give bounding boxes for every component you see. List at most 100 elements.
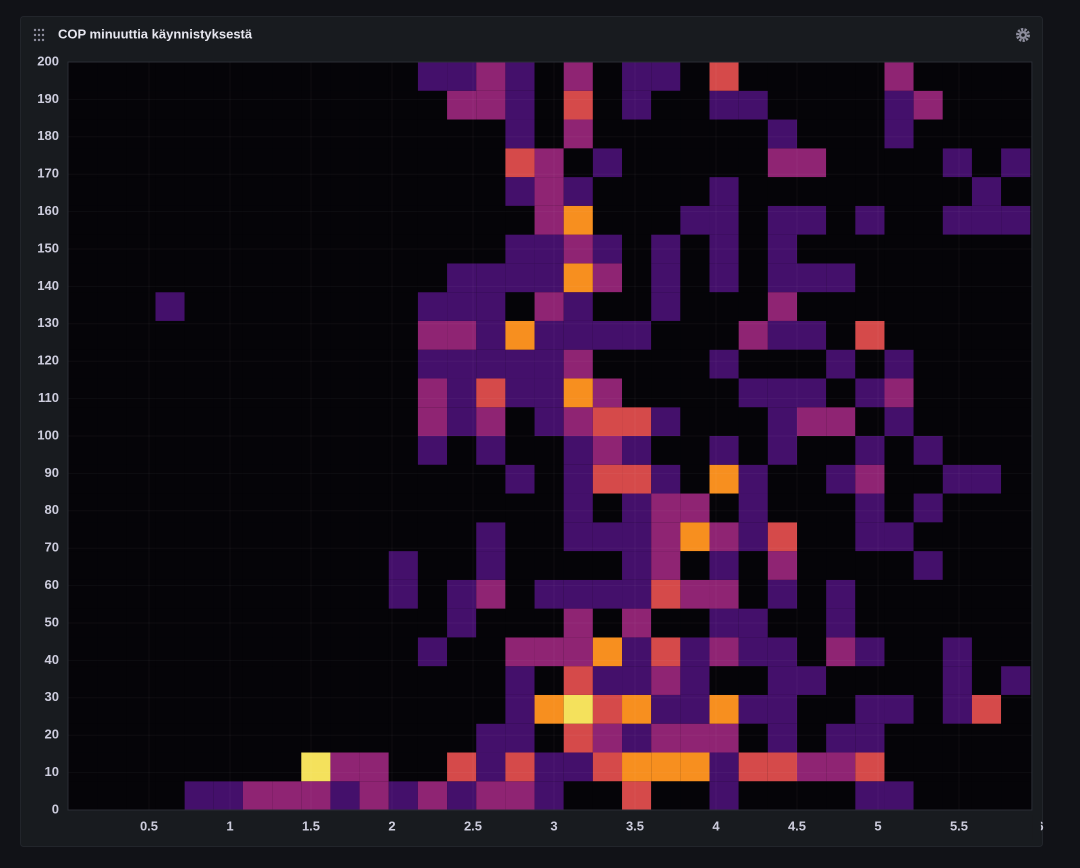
heatmap-cell	[330, 148, 360, 178]
heatmap-cell	[797, 637, 827, 667]
x-tick-label: 5	[874, 818, 881, 833]
heatmap-cell	[767, 608, 797, 638]
heatmap-cell	[622, 119, 652, 149]
heatmap-cell	[505, 62, 535, 91]
heatmap-cell	[534, 119, 564, 149]
heatmap-cell	[97, 320, 127, 350]
heatmap-cell	[738, 694, 768, 724]
heatmap-cell	[942, 522, 972, 552]
heatmap-cell	[738, 464, 768, 494]
heatmap-cell	[447, 349, 477, 379]
heatmap-cell	[476, 522, 506, 552]
heatmap-cell	[884, 723, 914, 753]
heatmap-cell	[68, 177, 98, 206]
heatmap-cell	[126, 608, 156, 638]
heatmap-cell	[330, 637, 360, 667]
heatmap-cell	[388, 781, 418, 810]
heatmap-cell	[126, 292, 156, 321]
heatmap-cell	[797, 349, 827, 379]
heatmap-cell	[242, 522, 273, 552]
heatmap-cell	[651, 349, 681, 379]
heatmap-cell	[155, 493, 185, 523]
heatmap-cell	[155, 579, 185, 609]
drag-handle[interactable]	[33, 28, 45, 42]
heatmap-cell	[855, 320, 885, 350]
heatmap-cell	[709, 436, 739, 465]
heatmap-cell	[272, 579, 302, 609]
heatmap-cell	[359, 90, 389, 120]
heatmap-cell	[213, 493, 243, 523]
heatmap-cell	[1001, 637, 1031, 667]
heatmap-cell	[476, 666, 506, 695]
heatmap-cell	[330, 378, 360, 408]
heatmap-cell	[476, 723, 506, 753]
heatmap-cell	[97, 694, 127, 724]
heatmap-cell	[826, 522, 856, 552]
heatmap-cell	[855, 464, 885, 494]
heatmap-cell	[505, 493, 535, 523]
heatmap-cell	[534, 694, 564, 724]
heatmap-cell	[709, 292, 739, 321]
heatmap-cell	[971, 177, 1002, 206]
heatmap-cell	[242, 407, 273, 436]
heatmap-cell	[971, 349, 1002, 379]
heatmap-cell	[388, 637, 418, 667]
heatmap-cell	[622, 205, 652, 235]
heatmap-cell	[971, 148, 1002, 178]
heatmap-cell	[184, 694, 214, 724]
heatmap-cell	[855, 177, 885, 206]
heatmap-cell	[505, 407, 535, 436]
heatmap-cell	[476, 349, 506, 379]
heatmap-cell	[563, 90, 593, 120]
heatmap-cell	[622, 493, 652, 523]
heatmap-cell	[971, 752, 1002, 782]
heatmap-cell	[855, 579, 885, 609]
heatmap-cell	[301, 752, 331, 782]
heatmap-cell	[184, 90, 214, 120]
heatmap-cell	[884, 493, 914, 523]
heatmap-cell	[622, 263, 652, 293]
heatmap-cell	[563, 752, 593, 782]
heatmap-cell	[884, 407, 914, 436]
heatmap-cell	[622, 551, 652, 580]
heatmap-cell	[330, 666, 360, 695]
heatmap-cell	[855, 119, 885, 149]
heatmap-cell	[242, 608, 273, 638]
heatmap-cell	[155, 177, 185, 206]
heatmap-cell	[272, 436, 302, 465]
heatmap-cell	[826, 205, 856, 235]
heatmap-cell	[971, 522, 1002, 552]
y-tick-label: 140	[37, 278, 59, 293]
heatmap-cell	[68, 62, 98, 91]
heatmap-cell	[272, 464, 302, 494]
heatmap-cell	[447, 752, 477, 782]
heatmap-cell	[242, 205, 273, 235]
heatmap-cell	[242, 493, 273, 523]
heatmap-cell	[417, 119, 448, 149]
heatmap-cell	[184, 234, 214, 264]
heatmap-cell	[884, 522, 914, 552]
heatmap-cell	[272, 666, 302, 695]
heatmap-cell	[651, 551, 681, 580]
x-tick-label: 3	[550, 818, 557, 833]
heatmap-cell	[417, 407, 448, 436]
settings-icon[interactable]	[1016, 28, 1030, 42]
heatmap-cell	[126, 551, 156, 580]
heatmap-cell	[651, 752, 681, 782]
heatmap-cell	[68, 205, 98, 235]
heatmap-cell	[184, 292, 214, 321]
heatmap-cell	[126, 177, 156, 206]
heatmap-cell	[738, 781, 768, 810]
heatmap-cell	[301, 234, 331, 264]
heatmap-cell	[97, 551, 127, 580]
heatmap-cell	[738, 407, 768, 436]
heatmap-cell	[301, 522, 331, 552]
heatmap-cell	[592, 464, 623, 494]
heatmap-cell	[797, 579, 827, 609]
heatmap-cell	[301, 62, 331, 91]
heatmap-cell	[97, 119, 127, 149]
heatmap-cell	[592, 781, 623, 810]
heatmap-cell	[447, 234, 477, 264]
heatmap-cell	[359, 62, 389, 91]
heatmap-cell	[884, 608, 914, 638]
